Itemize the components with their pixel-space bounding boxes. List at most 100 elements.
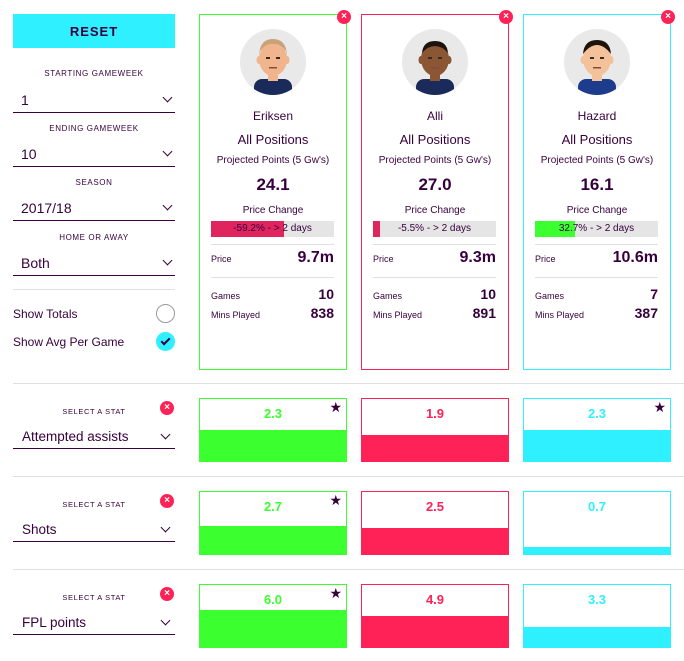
show-totals-toggle[interactable]: Show Totals (13, 304, 175, 323)
stat-fill-bar (524, 430, 670, 461)
stat-row-divider (13, 383, 684, 384)
mins-label: Mins Played (373, 310, 423, 320)
mins-row: Mins Played 387 (535, 305, 658, 321)
remove-stat-icon[interactable]: × (160, 494, 174, 508)
stat-select-value: Attempted assists (22, 429, 129, 444)
stat-value: 1.9 (425, 406, 445, 421)
player-card-eriksen: × Eriksen All Positions Projected Points (5… (199, 10, 351, 370)
price-row: Price 9.3m (373, 249, 496, 267)
price-change-bar: -5.5% - > 2 days (373, 221, 496, 237)
price-change-text: -59.2% - > 2 days (233, 223, 312, 234)
player-position: All Positions (561, 132, 633, 147)
show-totals-radio[interactable] (156, 304, 175, 323)
player-name: Eriksen (252, 109, 293, 123)
remove-player-icon[interactable]: × (337, 10, 351, 24)
chevron-down-icon (162, 146, 173, 157)
games-value: 10 (480, 286, 496, 302)
show-totals-label: Show Totals (13, 306, 78, 321)
select-stat-label: SELECT A STAT (62, 407, 126, 416)
select-stat-label: SELECT A STAT (62, 500, 126, 509)
price-change-label: Price Change (242, 205, 304, 216)
card-divider (211, 244, 334, 245)
chevron-down-icon (160, 429, 171, 440)
season-select[interactable]: 2017/18 (13, 195, 175, 221)
price-label: Price (373, 254, 394, 264)
stat-result-eriksen: 2.3 ★ (199, 398, 347, 462)
starting-gameweek-label: STARTING GAMEWEEK (44, 69, 144, 78)
card-divider (535, 277, 658, 278)
season-value: 2017/18 (21, 199, 72, 216)
stat-select[interactable]: FPL points (13, 611, 175, 635)
player-avatar (402, 29, 468, 95)
stat-select-value: FPL points (22, 615, 87, 630)
stat-fill-bar (362, 616, 508, 647)
remove-stat-icon[interactable]: × (160, 401, 174, 415)
remove-stat-icon[interactable]: × (160, 587, 174, 601)
chevron-down-icon (162, 92, 173, 103)
games-row: Games 7 (535, 286, 658, 302)
stat-select[interactable]: Shots (13, 518, 175, 542)
sidebar-divider (13, 289, 175, 290)
home-away-value: Both (21, 254, 50, 271)
stat-value: 3.3 (587, 592, 607, 607)
price-value: 10.6m (612, 249, 658, 266)
stat-result-hazard: 2.3 ★ (523, 398, 671, 462)
stat-value: 0.7 (587, 499, 607, 514)
home-away-select[interactable]: Both (13, 250, 175, 276)
star-icon: ★ (329, 585, 342, 601)
starting-gameweek-select[interactable]: 1 (13, 87, 175, 113)
games-row: Games 10 (211, 286, 334, 302)
card-divider (535, 244, 658, 245)
show-avg-label: Show Avg Per Game (13, 334, 125, 349)
price-label: Price (535, 254, 556, 264)
stat-select[interactable]: Attempted assists (13, 425, 175, 449)
card-divider (373, 277, 496, 278)
projected-points-label: Projected Points (5 Gw's) (216, 155, 330, 166)
chevron-down-icon (160, 522, 171, 533)
games-value: 10 (318, 286, 334, 302)
stat-value: 4.9 (425, 592, 445, 607)
mins-row: Mins Played 838 (211, 305, 334, 321)
star-icon: ★ (329, 399, 342, 415)
show-avg-radio[interactable] (156, 332, 175, 351)
show-avg-toggle[interactable]: Show Avg Per Game (13, 332, 175, 351)
mins-value: 387 (634, 305, 658, 321)
chevron-down-icon (160, 615, 171, 626)
starting-gameweek-value: 1 (21, 91, 29, 108)
card-divider (211, 277, 334, 278)
player-position: All Positions (399, 132, 471, 147)
price-label: Price (211, 254, 232, 264)
player-card-alli: × Alli All Positions Projected Points (5 Gw… (361, 10, 513, 370)
ending-gameweek-select[interactable]: 10 (13, 141, 175, 167)
chevron-down-icon (162, 255, 173, 266)
stat-fill-bar (524, 626, 670, 647)
stat-value: 2.5 (425, 499, 445, 514)
stat-value: 6.0 (263, 592, 283, 607)
games-value: 7 (650, 286, 658, 302)
stat-result-alli: 1.9 (361, 398, 509, 462)
stat-result-alli: 4.9 (361, 584, 509, 648)
stat-fill-bar (362, 527, 508, 554)
stat-result-eriksen: 2.7 ★ (199, 491, 347, 555)
projected-points-label: Projected Points (5 Gw's) (540, 155, 654, 166)
remove-player-icon[interactable]: × (661, 10, 675, 24)
stat-result-alli: 2.5 (361, 491, 509, 555)
mins-value: 838 (310, 305, 334, 321)
remove-player-icon[interactable]: × (499, 10, 513, 24)
stat-row-divider (13, 569, 684, 570)
games-label: Games (211, 291, 241, 301)
games-label: Games (535, 291, 565, 301)
price-value: 9.3m (459, 249, 496, 266)
stat-fill-bar (200, 609, 346, 647)
ending-gameweek-label: ENDING GAMEWEEK (49, 124, 139, 133)
reset-button[interactable]: RESET (13, 14, 175, 48)
stat-result-hazard: 0.7 (523, 491, 671, 555)
player-card-hazard: × Hazard All Positions Projected Points (5 … (523, 10, 675, 370)
season-label: SEASON (75, 178, 113, 187)
stat-value: 2.3 (587, 406, 607, 421)
price-change-bar: -59.2% - > 2 days (211, 221, 334, 237)
mins-value: 891 (472, 305, 496, 321)
price-row: Price 10.6m (535, 249, 658, 267)
home-away-label: HOME OR AWAY (59, 233, 129, 242)
price-change-fill (211, 221, 284, 237)
